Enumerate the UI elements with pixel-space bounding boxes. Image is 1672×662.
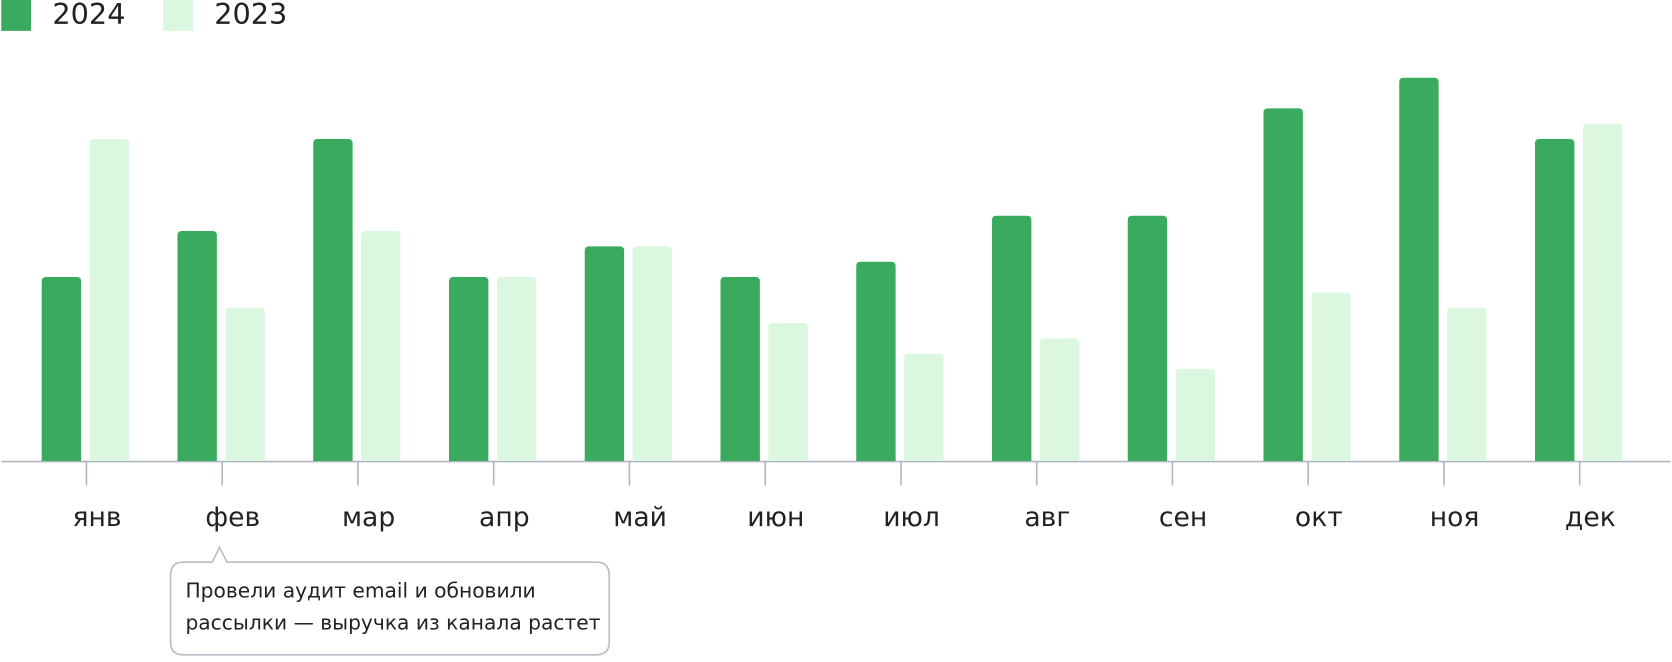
x-tick-label: авг bbox=[1024, 502, 1070, 533]
bar bbox=[41, 277, 82, 462]
x-tick-label: дек bbox=[1565, 502, 1616, 533]
x-tick-label: окт bbox=[1295, 502, 1343, 533]
bar bbox=[632, 246, 673, 462]
legend-label: 2023 bbox=[214, 0, 287, 31]
legend-swatch bbox=[1, 0, 32, 31]
bar bbox=[1039, 338, 1080, 462]
bar bbox=[584, 246, 625, 462]
annotation-text: рассылки — выручка из канала растет bbox=[185, 610, 600, 634]
x-tick-label: фев bbox=[205, 502, 260, 533]
bar bbox=[856, 261, 896, 462]
bar bbox=[1263, 108, 1303, 462]
x-tick-label: янв bbox=[73, 502, 122, 533]
bar bbox=[1399, 77, 1439, 462]
bar bbox=[768, 323, 808, 462]
bar bbox=[361, 231, 401, 462]
bar bbox=[1534, 139, 1575, 462]
bar bbox=[991, 215, 1032, 462]
x-tick-label: июн bbox=[747, 502, 804, 533]
bar bbox=[225, 307, 265, 462]
bar bbox=[496, 277, 537, 462]
bar bbox=[1127, 215, 1168, 462]
bar bbox=[1311, 292, 1351, 462]
bar bbox=[177, 231, 217, 462]
legend-swatch bbox=[163, 0, 193, 31]
bar bbox=[89, 139, 130, 462]
bar bbox=[720, 277, 760, 462]
x-tick-label: апр bbox=[479, 502, 530, 533]
bar bbox=[1582, 123, 1623, 462]
annotation-text: Провели аудит email и обновили bbox=[185, 578, 535, 602]
bar bbox=[904, 353, 944, 462]
bar bbox=[1447, 307, 1487, 462]
legend-label: 2024 bbox=[52, 0, 125, 31]
x-tick-label: сен bbox=[1159, 502, 1207, 533]
annotation-box bbox=[169, 545, 611, 656]
x-tick-label: ноя bbox=[1430, 502, 1480, 533]
x-tick-label: июл bbox=[883, 502, 940, 533]
bar bbox=[448, 277, 489, 462]
x-tick-label: мар bbox=[342, 502, 395, 533]
bar bbox=[1175, 369, 1216, 462]
x-tick-label: май bbox=[613, 502, 667, 533]
bar bbox=[313, 139, 353, 462]
